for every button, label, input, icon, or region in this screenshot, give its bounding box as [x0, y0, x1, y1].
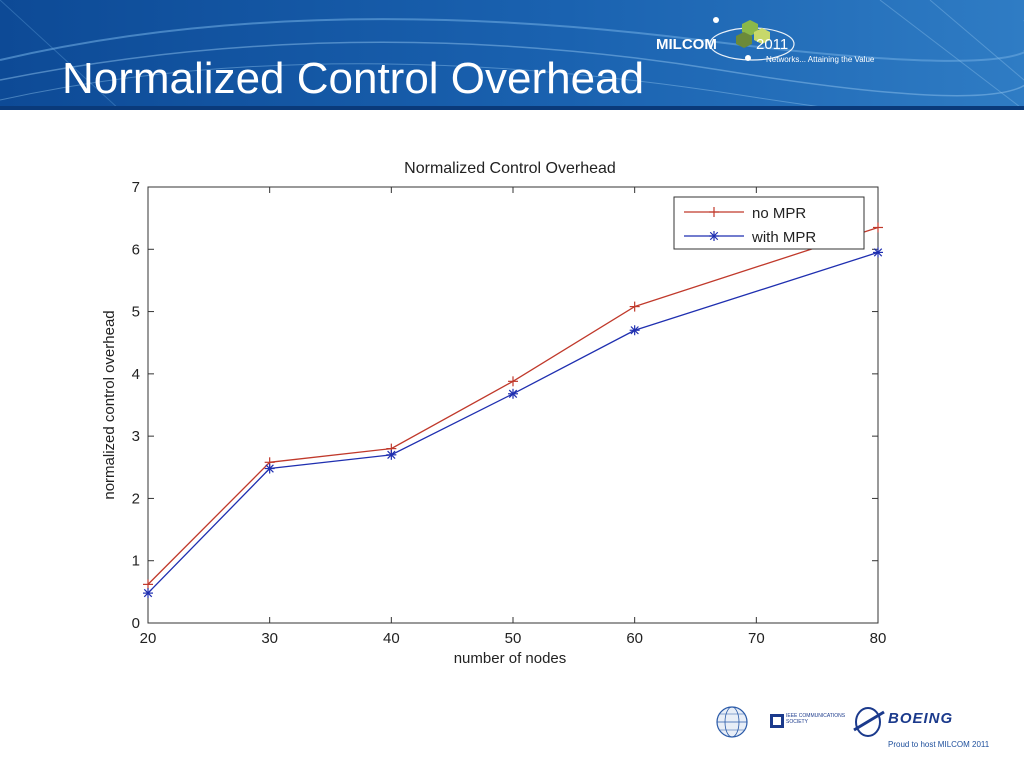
data-point: [873, 222, 883, 233]
series-layer: [143, 222, 883, 599]
slide-header: Normalized Control Overhead MILCOM 2011 …: [0, 0, 1024, 110]
legend-item: no MPR: [684, 205, 806, 222]
data-point: [629, 301, 640, 312]
slide-title: Normalized Control Overhead: [62, 54, 645, 103]
data-point: [386, 449, 397, 460]
axis-tick-labels: 20 30 40 50 60 70 80 0 1 2 3 4 5 6 7: [132, 179, 887, 647]
data-point: [873, 247, 883, 258]
x-tick-label: 30: [261, 630, 278, 647]
x-tick-label: 80: [870, 630, 887, 647]
line-chart: Normalized Control Overhead 20 30 40 50 60 70…: [101, 160, 887, 667]
host-text: Proud to host MILCOM 2011: [888, 740, 990, 749]
chart-legend: no MPR with MPR: [673, 196, 865, 250]
y-tick-label: 6: [132, 241, 140, 258]
data-point: [709, 231, 719, 241]
plot-area: [147, 186, 879, 624]
milcom-year: 2011: [756, 36, 789, 53]
x-tick-label: 70: [748, 630, 765, 647]
data-point: [629, 325, 640, 336]
header-background: [0, 0, 1024, 110]
data-point: [709, 207, 719, 217]
legend-label: with MPR: [751, 229, 816, 246]
y-tick-label: 3: [132, 428, 140, 445]
legend-label: no MPR: [752, 205, 806, 222]
milcom-wordmark: MILCOM: [656, 36, 717, 53]
data-point: [508, 388, 518, 399]
y-tick-label: 2: [132, 490, 140, 507]
data-point: [143, 588, 153, 599]
legend-item: with MPR: [684, 229, 816, 246]
y-tick-label: 1: [132, 553, 140, 570]
afcea-globe-icon: [716, 706, 748, 738]
data-point: [143, 579, 153, 590]
x-tick-label: 20: [140, 630, 157, 647]
ieee-text: IEEE COMMUNICATIONS SOCIETY: [786, 713, 846, 725]
x-axis-label: number of nodes: [454, 650, 567, 667]
milcom-logo: MILCOM 2011 Networks... Attaining the Va…: [656, 14, 886, 74]
series-line-with-mpr: [147, 251, 879, 594]
axis-ticks: [147, 186, 879, 624]
milcom-tagline: Networks... Attaining the Value: [766, 55, 875, 64]
boeing-icon: [853, 707, 885, 737]
data-point: [508, 376, 518, 387]
x-tick-label: 50: [505, 630, 522, 647]
y-tick-label: 4: [132, 366, 140, 383]
x-tick-label: 40: [383, 630, 400, 647]
y-tick-label: 0: [132, 615, 140, 632]
boeing-wordmark: BOEING: [888, 710, 954, 727]
y-axis-label: normalized control overhead: [101, 310, 118, 499]
ieee-communications-society-icon: [770, 714, 784, 728]
y-tick-label: 5: [132, 304, 140, 321]
x-tick-label: 60: [626, 630, 643, 647]
legend-box: [673, 196, 865, 250]
series-line-no-mpr: [147, 226, 879, 585]
footer-logos: [712, 700, 1012, 760]
chart-title: Normalized Control Overhead: [404, 160, 616, 177]
y-tick-label: 7: [132, 179, 140, 196]
data-point: [264, 463, 275, 474]
milcom-emblem-icon: [709, 17, 795, 61]
